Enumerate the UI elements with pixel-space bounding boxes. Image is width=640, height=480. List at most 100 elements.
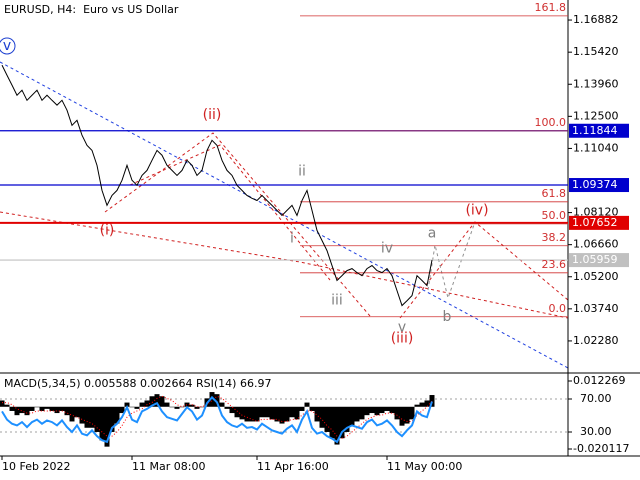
macd-bar <box>249 406 255 422</box>
macd-bar <box>29 406 35 411</box>
fib-label: 0.0 <box>549 302 567 315</box>
macd-bar <box>154 394 160 407</box>
rsi-line <box>1 395 433 444</box>
macd-bar <box>314 406 320 422</box>
macd-bar <box>364 406 370 416</box>
macd-bar <box>359 406 365 420</box>
macd-bar <box>344 406 350 432</box>
price-label: 1.09374 <box>572 178 618 191</box>
macd-bar <box>109 406 115 432</box>
macd-bar <box>79 406 85 424</box>
macd-bar <box>4 404 10 407</box>
macd-bar <box>254 406 260 422</box>
macd-bar <box>429 395 435 407</box>
price-label: 1.07652 <box>572 216 618 229</box>
macd-bar <box>139 402 145 407</box>
macd-bar <box>129 406 135 408</box>
macd-bar <box>194 406 200 409</box>
macd-bar <box>159 396 165 407</box>
macd-bar <box>24 406 30 416</box>
macd-bar <box>169 406 175 408</box>
macd-bar <box>49 406 55 411</box>
macd-bar <box>149 396 155 407</box>
wave-label: ii <box>298 163 306 179</box>
wave-label: v <box>398 320 406 336</box>
fib-label: 50.0 <box>542 209 567 222</box>
macd-bar <box>284 406 290 422</box>
price-label-box <box>569 215 629 230</box>
macd-bar <box>174 406 180 409</box>
wave-label: a <box>428 225 437 241</box>
macd-bar <box>424 400 430 407</box>
fib-label: 38.2 <box>542 231 567 244</box>
macd-bar <box>274 406 280 422</box>
y-tick-label: 1.15420 <box>573 45 619 58</box>
y-tick-label: 1.11040 <box>573 141 619 154</box>
x-tick-label: 11 May 00:00 <box>387 460 462 473</box>
macd-bar <box>239 406 245 420</box>
macd-bar <box>409 406 415 420</box>
wave-label: b <box>443 309 452 325</box>
y-tick-label: 1.03740 <box>573 302 619 315</box>
macd-bar <box>114 406 120 424</box>
macd-bar <box>179 406 185 408</box>
x-tick-label: 11 Apr 16:00 <box>257 460 329 473</box>
macd-bar <box>224 406 230 409</box>
macd-bar <box>369 406 375 414</box>
trend-line <box>0 211 569 319</box>
macd-bar <box>89 406 95 428</box>
price-label: 1.05959 <box>572 253 618 266</box>
macd-bar <box>219 402 225 407</box>
macd-bar <box>414 404 420 407</box>
macd-bar <box>299 406 305 411</box>
wave-label: (iv) <box>465 202 488 218</box>
macd-bar <box>199 406 205 408</box>
fib-label: 61.8 <box>542 187 567 200</box>
macd-bar <box>289 406 295 418</box>
wave-label: iii <box>331 293 343 309</box>
macd-bar <box>339 406 345 439</box>
y2-tick-label: 70.00 <box>580 392 612 405</box>
price-line <box>1 64 433 307</box>
macd-bar <box>99 406 105 441</box>
macd-bar <box>54 406 60 414</box>
wave-label: (iii) <box>391 331 414 347</box>
fib-label: 100.0 <box>535 116 567 129</box>
price-label-box <box>569 123 629 138</box>
macd-bar <box>189 404 195 407</box>
y-tick-label: 1.02280 <box>573 334 619 347</box>
y2-tick-label: 30.00 <box>580 425 612 438</box>
macd-bar <box>349 406 355 426</box>
y-tick-label: 1.08120 <box>573 206 619 219</box>
macd-bar <box>59 406 65 411</box>
macd-bar <box>104 406 110 447</box>
macd-bar <box>34 406 40 408</box>
macd-bar <box>69 406 75 422</box>
macd-bar <box>164 402 170 407</box>
macd-bar <box>9 406 15 411</box>
macd-bar <box>379 406 385 414</box>
macd-bar <box>84 406 90 428</box>
channel-line <box>129 144 331 281</box>
chart-title: EURUSD, H4: Euro vs US Dollar <box>4 3 179 16</box>
y-tick-label: -0.020117 <box>573 442 629 455</box>
macd-bar <box>294 406 300 420</box>
macd-bar <box>184 402 190 407</box>
wave-label: (i) <box>100 222 115 238</box>
macd-bar <box>229 406 235 414</box>
y-tick-label: 0.012269 <box>573 374 626 387</box>
macd-bar <box>419 402 425 407</box>
wave-circle <box>0 37 16 55</box>
macd-bar <box>374 406 380 416</box>
wave-label: (ii) <box>203 107 222 123</box>
macd-bar <box>124 402 130 407</box>
fib-label: 161.8 <box>535 1 567 14</box>
macd-bar <box>0 400 5 407</box>
macd-bar <box>134 406 140 409</box>
macd-bar <box>234 406 240 418</box>
wave-label: v <box>3 38 11 54</box>
y-tick-label: 1.05200 <box>573 270 619 283</box>
macd-bar <box>144 400 150 407</box>
price-label: 1.11844 <box>572 124 618 137</box>
y-tick-label: 1.06660 <box>573 238 619 251</box>
